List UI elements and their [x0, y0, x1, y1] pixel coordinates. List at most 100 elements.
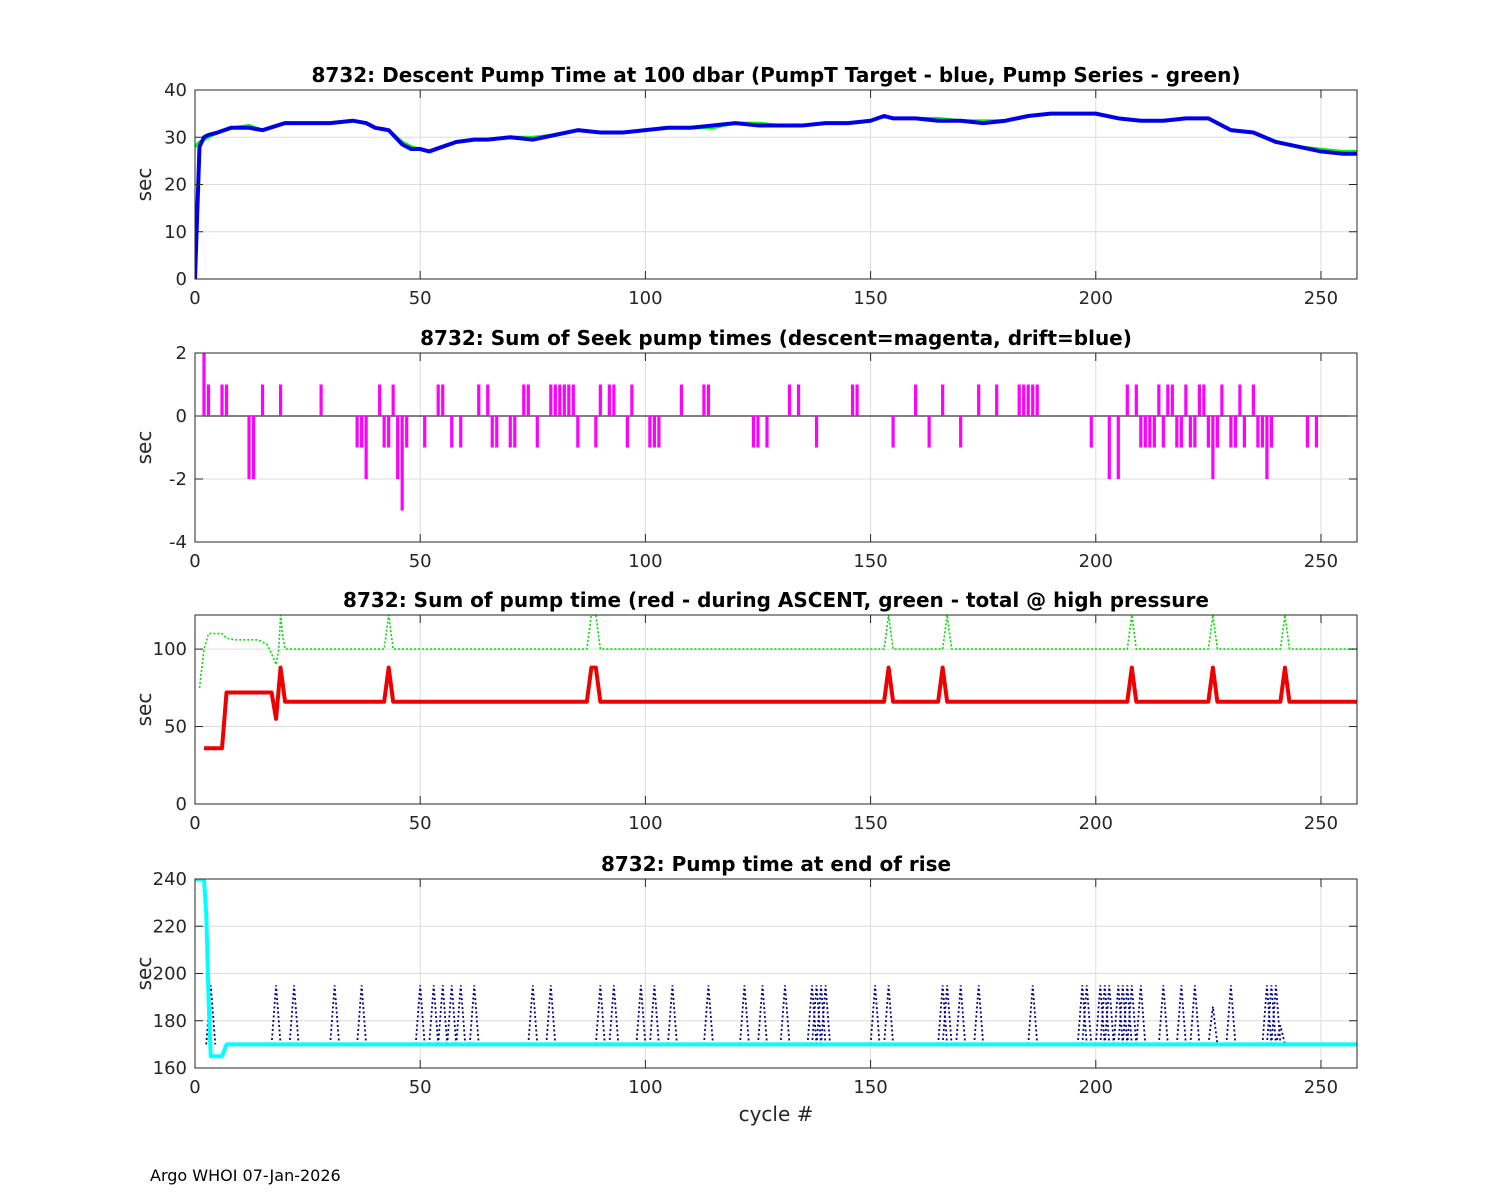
data-layer	[195, 353, 1357, 511]
footer-text: Argo WHOI 07-Jan-2026	[150, 1166, 341, 1185]
spike-line	[1081, 985, 1093, 1045]
x-tick-label: 150	[853, 551, 887, 572]
spike-line	[1175, 985, 1187, 1045]
bar	[751, 416, 756, 448]
y-axis-label: sec	[132, 693, 156, 727]
bar	[526, 384, 530, 416]
bar	[814, 416, 819, 448]
bar	[423, 416, 427, 448]
bar	[387, 416, 391, 448]
bar	[977, 384, 981, 416]
bar	[1089, 416, 1093, 448]
bar	[1125, 384, 1129, 416]
bar	[405, 416, 409, 448]
bar	[914, 384, 918, 416]
x-tick-label: 50	[409, 288, 432, 309]
y-tick-label: 0	[176, 406, 187, 427]
spike-line	[608, 985, 620, 1045]
spike-line	[356, 985, 368, 1045]
bar	[571, 384, 575, 416]
y-tick-label: 2	[176, 343, 187, 364]
bar	[1215, 416, 1219, 448]
bar	[941, 384, 945, 416]
spike-line	[594, 985, 606, 1045]
y-tick-label: 10	[164, 222, 187, 243]
bar	[927, 416, 931, 448]
y-tick-label: 50	[164, 717, 187, 738]
bar	[360, 416, 364, 448]
bar	[1107, 416, 1111, 479]
x-tick-label: 250	[1304, 1077, 1338, 1098]
bar	[1031, 384, 1035, 416]
bar	[450, 416, 454, 448]
bar	[891, 416, 895, 448]
spike-line	[739, 985, 750, 1045]
chart-title: 8732: Sum of pump time (red - during ASC…	[343, 588, 1209, 612]
spike-line	[1121, 985, 1133, 1045]
x-tick-label: 100	[628, 288, 662, 309]
spike-line	[414, 985, 426, 1045]
bar	[220, 384, 224, 416]
x-tick-label: 150	[853, 813, 887, 834]
spike-line	[1076, 985, 1088, 1045]
spike-line	[545, 985, 557, 1045]
spike-line	[806, 985, 818, 1045]
bar	[391, 384, 395, 416]
bar	[850, 384, 855, 416]
y-tick-label: 30	[164, 127, 187, 148]
spike-line	[1157, 985, 1169, 1045]
chart-panel-4: 0 50 100 150 200 250 160 180 200 220 240 8732: Pump…	[132, 852, 1358, 1126]
spike-line	[1094, 985, 1106, 1045]
spike-line	[667, 985, 678, 1045]
y-axis-label: sec	[132, 957, 156, 991]
x-tick-label: 0	[189, 1077, 200, 1098]
bar	[1314, 416, 1319, 448]
bar	[382, 416, 386, 448]
bar	[396, 416, 400, 479]
bar	[1017, 384, 1021, 416]
bar	[657, 416, 661, 448]
bar	[355, 416, 359, 448]
bar	[260, 384, 265, 416]
x-tick-label: 200	[1079, 1077, 1113, 1098]
chart-panel-3: 0 50 100 150 200 250 0 50 100 8732: Sum of pump t…	[132, 588, 1358, 834]
bar	[625, 416, 629, 448]
spike-line	[1126, 985, 1138, 1045]
bar	[1134, 384, 1138, 416]
spike-line	[468, 985, 480, 1045]
bar	[1116, 416, 1120, 479]
spike-line	[1261, 985, 1273, 1045]
bar	[1166, 384, 1170, 416]
y-tick-label: 240	[153, 869, 187, 890]
spike-line	[270, 985, 282, 1045]
bar	[1197, 384, 1201, 416]
bar	[855, 384, 859, 416]
bar	[796, 384, 801, 416]
spike-line	[329, 985, 341, 1045]
y-tick-label: 40	[164, 80, 187, 101]
chart-title: 8732: Descent Pump Time at 100 dbar (Pum…	[312, 63, 1241, 87]
y-tick-label: 0	[176, 269, 187, 290]
y-tick-label: 220	[153, 916, 187, 937]
series-line	[204, 665, 1357, 751]
spike-line	[869, 985, 881, 1045]
spike-line	[1275, 1025, 1286, 1045]
data-layer	[195, 111, 1357, 279]
chart-title: 8732: Pump time at end of rise	[601, 852, 951, 876]
spike-line	[955, 985, 967, 1045]
bar	[1242, 416, 1247, 448]
bar	[486, 384, 490, 416]
bar	[1233, 416, 1237, 448]
spike-line	[973, 985, 985, 1045]
bar	[702, 384, 706, 416]
y-tick-label: -2	[169, 469, 187, 490]
y-tick-label: 100	[153, 639, 187, 660]
bar	[1152, 416, 1156, 448]
bar	[1220, 384, 1224, 416]
spike-line	[1099, 985, 1111, 1045]
bar	[1269, 416, 1274, 448]
bar	[508, 416, 512, 448]
bar	[1139, 416, 1143, 448]
x-tick-label: 200	[1079, 813, 1113, 834]
y-tick-label: 200	[153, 964, 187, 985]
